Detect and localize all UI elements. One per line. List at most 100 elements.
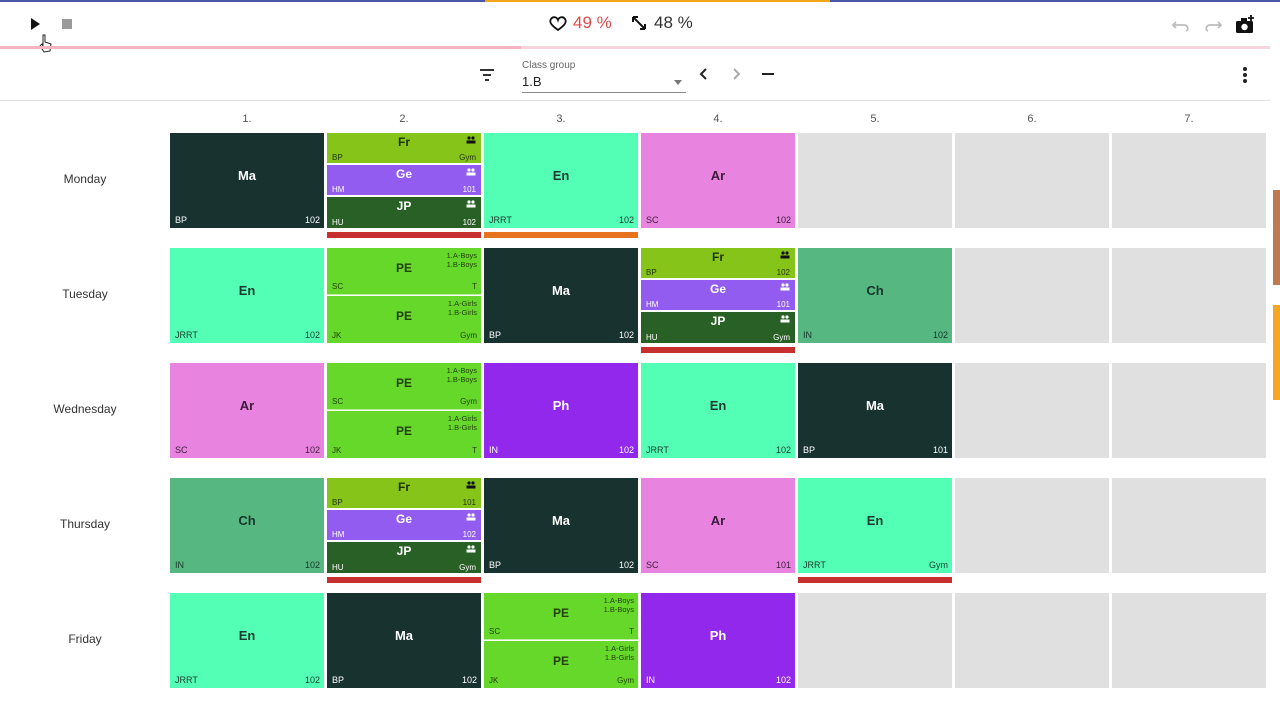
lesson-card[interactable]: Ar SC 102 (170, 363, 324, 458)
lesson-part[interactable]: Fr BP 102 (641, 248, 795, 278)
split-lesson-card[interactable]: Fr BP 101 Ge HM 102 JP HU Gym (327, 478, 481, 573)
teacher-label: HU (332, 563, 344, 572)
undo-button[interactable] (1170, 14, 1192, 36)
group-icon (780, 315, 790, 323)
teacher-label: JRRT (646, 445, 669, 455)
lesson-part[interactable]: Ge HM 102 (327, 510, 481, 540)
conflict-indicator (641, 347, 795, 353)
scroll-marker (1273, 305, 1280, 400)
lesson-part[interactable]: PE 1.A-Girls 1.B-Girls JK Gym (327, 296, 481, 343)
empty-slot[interactable] (955, 593, 1109, 688)
play-button[interactable] (28, 15, 44, 33)
lesson-part[interactable]: Ge HM 101 (327, 165, 481, 195)
pe-split-card[interactable]: PE 1.A-Boys 1.B-Boys SC T PE 1.A-Girls 1.B… (484, 593, 638, 688)
subject-label: PE (395, 376, 412, 390)
split-lesson-card[interactable]: Fr BP Gym Ge HM 101 JP HU 102 (327, 133, 481, 228)
room-label: T (629, 627, 634, 636)
class-group-value: 1.B (522, 74, 542, 89)
subject-label: Ge (395, 512, 412, 526)
lesson-card[interactable]: Ar SC 102 (641, 133, 795, 228)
lesson-card[interactable]: Ma BP 102 (327, 593, 481, 688)
collapse-button[interactable] (758, 64, 778, 84)
conflict-indicator (327, 232, 481, 238)
lesson-card[interactable]: En JRRT 102 (484, 133, 638, 228)
stop-button[interactable] (60, 17, 74, 31)
empty-slot[interactable] (955, 478, 1109, 573)
lesson-part[interactable]: JP HU 102 (327, 197, 481, 228)
lesson-card[interactable]: Ma BP 102 (170, 133, 324, 228)
lesson-part[interactable]: PE 1.A-Girls 1.B-Girls JK T (327, 411, 481, 458)
redo-button[interactable] (1202, 14, 1224, 36)
lesson-card[interactable]: En JRRT Gym (798, 478, 952, 573)
room-label: 102 (461, 675, 477, 685)
class-group-label: Class group (522, 60, 576, 71)
lesson-card[interactable]: En JRRT 102 (641, 363, 795, 458)
empty-slot[interactable] (955, 363, 1109, 458)
group-list: 1.A-Girls 1.B-Girls (605, 644, 634, 662)
lesson-part[interactable]: JP HU Gym (327, 542, 481, 573)
empty-slot[interactable] (955, 133, 1109, 228)
pe-split-card[interactable]: PE 1.A-Boys 1.B-Boys SC T PE 1.A-Girls 1.B… (327, 248, 481, 343)
room-label: Gym (460, 331, 477, 340)
lesson-card[interactable]: Ma BP 102 (484, 478, 638, 573)
lesson-part[interactable]: PE 1.A-Boys 1.B-Boys SC T (484, 593, 638, 640)
screenshot-button[interactable] (1234, 14, 1256, 36)
group-list: 1.A-Girls 1.B-Girls (448, 414, 477, 432)
lesson-card[interactable]: Ph IN 102 (484, 363, 638, 458)
empty-slot[interactable] (1112, 478, 1266, 573)
lesson-part[interactable]: Fr BP Gym (327, 133, 481, 163)
subject-label: Ph (552, 398, 570, 413)
empty-slot[interactable] (1112, 593, 1266, 688)
teacher-label: BP (803, 445, 816, 455)
room-label: 102 (304, 560, 320, 570)
add-camera-icon (1236, 15, 1254, 33)
resize-percentage: 48 % (654, 13, 693, 32)
lesson-card[interactable]: Ch IN 102 (170, 478, 324, 573)
class-group-select[interactable]: Class group 1.B (522, 58, 686, 93)
lesson-part[interactable]: PE 1.A-Boys 1.B-Boys SC T (327, 248, 481, 295)
teacher-label: HM (332, 185, 345, 194)
lesson-part[interactable]: Ge HM 101 (641, 280, 795, 310)
undo-icon (1171, 21, 1189, 32)
filter-button[interactable] (478, 67, 496, 83)
empty-slot[interactable] (798, 593, 952, 688)
lesson-part[interactable]: Fr BP 101 (327, 478, 481, 508)
split-lesson-card[interactable]: Fr BP 102 Ge HM 101 JP HU Gym (641, 248, 795, 343)
previous-class-button[interactable] (694, 64, 714, 84)
room-label: Gym (773, 333, 790, 342)
lesson-card[interactable]: Ma BP 101 (798, 363, 952, 458)
next-class-button[interactable] (726, 64, 746, 84)
resize-arrows-icon (632, 16, 646, 30)
teacher-label: SC (332, 397, 344, 406)
lesson-part[interactable]: JP HU Gym (641, 312, 795, 343)
empty-slot[interactable] (955, 248, 1109, 343)
room-label: 102 (775, 215, 791, 225)
empty-slot[interactable] (1112, 363, 1266, 458)
lesson-card[interactable]: Ch IN 102 (798, 248, 952, 343)
lesson-part[interactable]: PE 1.A-Boys 1.B-Boys SC Gym (327, 363, 481, 410)
resize-stat: 48 % (630, 13, 693, 33)
empty-slot[interactable] (1112, 248, 1266, 343)
room-label: 102 (618, 215, 634, 225)
teacher-label: HU (332, 218, 344, 227)
teacher-label: IN (175, 560, 184, 570)
lesson-card[interactable]: En JRRT 102 (170, 593, 324, 688)
teacher-label: SC (646, 215, 659, 225)
pe-split-card[interactable]: PE 1.A-Boys 1.B-Boys SC Gym PE 1.A-Girls 1… (327, 363, 481, 458)
group-label: 1.B-Girls (604, 653, 634, 662)
lesson-card[interactable]: Ph IN 102 (641, 593, 795, 688)
room-label: 102 (462, 530, 476, 539)
day-label-monday: Monday (63, 172, 107, 186)
more-options-button[interactable] (1236, 64, 1254, 86)
empty-slot[interactable] (1112, 133, 1266, 228)
lesson-card[interactable]: En JRRT 102 (170, 248, 324, 343)
lesson-card[interactable]: Ar SC 101 (641, 478, 795, 573)
teacher-label: JRRT (175, 330, 198, 340)
group-label: 1.B-Girls (447, 308, 477, 317)
room-label: 102 (304, 330, 320, 340)
lesson-card[interactable]: Ma BP 102 (484, 248, 638, 343)
lesson-part[interactable]: PE 1.A-Girls 1.B-Girls JK Gym (484, 641, 638, 688)
empty-slot[interactable] (798, 133, 952, 228)
group-label: 1.A-Boys (446, 366, 477, 375)
top-accent-strip (0, 0, 1280, 2)
